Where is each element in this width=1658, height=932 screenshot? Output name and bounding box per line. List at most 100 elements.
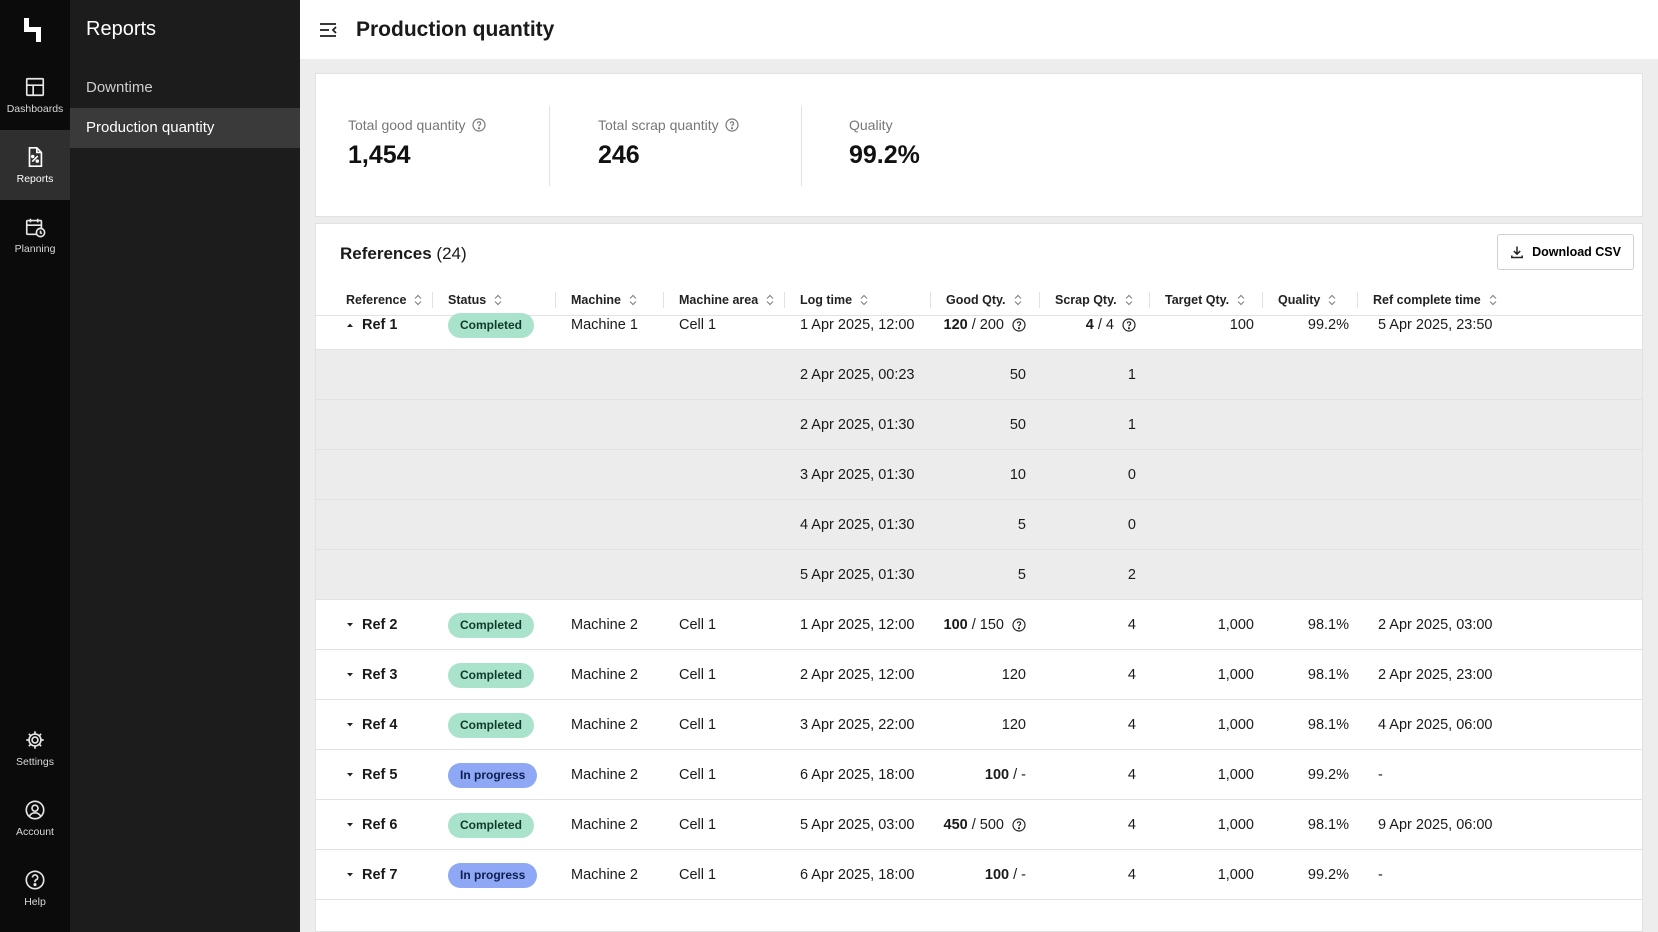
log-time-value: 6 Apr 2025, 18:00 bbox=[800, 867, 915, 883]
scrap-qty-value: 4 bbox=[1127, 617, 1136, 633]
reference-cell[interactable]: Ref 7 bbox=[346, 850, 397, 900]
sort-icon bbox=[1125, 294, 1133, 306]
scrap-qty-cell: 4 bbox=[1026, 850, 1136, 900]
column-header[interactable]: Machine area bbox=[679, 284, 774, 316]
reference-name[interactable]: Ref 5 bbox=[362, 767, 398, 783]
machine-value: Machine 2 bbox=[571, 767, 638, 783]
reference-cell[interactable]: Ref 4 bbox=[346, 700, 397, 750]
sort-icon bbox=[1489, 294, 1497, 306]
column-header[interactable]: Log time bbox=[800, 284, 868, 316]
sort-icon bbox=[860, 294, 868, 306]
chevron-down-icon[interactable] bbox=[346, 822, 354, 828]
good-qty-value: 5 bbox=[1017, 567, 1026, 583]
page-title: Production quantity bbox=[356, 17, 555, 41]
help-icon[interactable] bbox=[1012, 618, 1026, 632]
scrap-qty-value: 4 bbox=[1127, 717, 1136, 733]
machine-cell: Machine 2 bbox=[571, 650, 638, 700]
machine-area-value: Cell 1 bbox=[679, 867, 717, 883]
log-time-cell: 2 Apr 2025, 00:23 bbox=[800, 350, 915, 400]
rail-item-planning[interactable]: Planning bbox=[0, 200, 70, 270]
target-qty-cell: 100 bbox=[1136, 300, 1254, 350]
log-time-cell: 6 Apr 2025, 18:00 bbox=[800, 750, 915, 800]
subnav-item-production-quantity[interactable]: Production quantity bbox=[70, 108, 300, 148]
scrap-qty-cell: 2 bbox=[1026, 550, 1136, 600]
log-time-value: 3 Apr 2025, 01:30 bbox=[800, 467, 915, 483]
log-time-value: 2 Apr 2025, 12:00 bbox=[800, 667, 915, 683]
good-qty-cell: 5 bbox=[916, 500, 1026, 550]
column-header[interactable]: Ref complete time bbox=[1373, 284, 1497, 316]
help-icon[interactable] bbox=[471, 118, 486, 132]
table-row[interactable]: Ref 2 Completed Machine 2 Cell 1 1 Apr 2025,… bbox=[316, 600, 1642, 650]
scrap-qty-value: 0 bbox=[1127, 467, 1136, 483]
reference-cell[interactable]: Ref 5 bbox=[346, 750, 397, 800]
machine-area-value: Cell 1 bbox=[679, 317, 717, 333]
chevron-down-icon[interactable] bbox=[346, 672, 354, 678]
status-badge: Completed bbox=[448, 312, 535, 338]
reference-name[interactable]: Ref 3 bbox=[362, 667, 398, 683]
chevron-up-icon[interactable] bbox=[346, 322, 354, 328]
collapse-menu-icon[interactable] bbox=[318, 20, 338, 40]
table-row[interactable]: Ref 1 Completed Machine 1 Cell 1 1 Apr 2025,… bbox=[316, 300, 1642, 350]
quality-cell: 99.2% bbox=[1254, 750, 1349, 800]
column-header[interactable]: Status bbox=[448, 284, 502, 316]
sort-icon bbox=[629, 294, 637, 306]
quality-cell: 98.1% bbox=[1254, 650, 1349, 700]
column-header[interactable]: Target Qty. bbox=[1165, 284, 1245, 316]
help-icon[interactable] bbox=[1012, 818, 1026, 832]
column-header[interactable]: Quality bbox=[1278, 284, 1336, 316]
help-icon[interactable] bbox=[1122, 318, 1136, 332]
table-row[interactable]: Ref 5 In progress Machine 2 Cell 1 6 Apr 202… bbox=[316, 750, 1642, 800]
chevron-down-icon[interactable] bbox=[346, 872, 354, 878]
download-csv-button[interactable]: Download CSV bbox=[1497, 234, 1634, 270]
chevron-down-icon[interactable] bbox=[346, 722, 354, 728]
scrap-qty-cell: 0 bbox=[1026, 500, 1136, 550]
reference-name[interactable]: Ref 7 bbox=[362, 867, 398, 883]
ref-complete-time-value: 2 Apr 2025, 23:00 bbox=[1378, 667, 1493, 683]
reference-cell[interactable]: Ref 2 bbox=[346, 600, 397, 650]
log-time-cell: 4 Apr 2025, 01:30 bbox=[800, 500, 915, 550]
rail-item-settings[interactable]: Settings bbox=[0, 713, 70, 783]
stat-divider bbox=[549, 106, 550, 186]
column-header[interactable]: Good Qty. bbox=[946, 284, 1022, 316]
rail-item-reports[interactable]: Reports bbox=[0, 130, 70, 200]
reference-cell[interactable]: Ref 1 bbox=[346, 300, 397, 350]
brand-logo[interactable] bbox=[22, 16, 48, 44]
good-qty-cell: 120 bbox=[916, 650, 1026, 700]
machine-area-cell: Cell 1 bbox=[679, 850, 716, 900]
machine-area-cell: Cell 1 bbox=[679, 600, 716, 650]
rail-label: Account bbox=[16, 825, 54, 838]
reference-cell[interactable]: Ref 3 bbox=[346, 650, 397, 700]
report-icon bbox=[28, 146, 43, 167]
table-row[interactable]: Ref 7 In progress Machine 2 Cell 1 6 Apr 202… bbox=[316, 850, 1642, 900]
table-row[interactable]: Ref 6 Completed Machine 2 Cell 1 5 Apr 2025,… bbox=[316, 800, 1642, 850]
quality-cell: 98.1% bbox=[1254, 700, 1349, 750]
chevron-down-icon[interactable] bbox=[346, 772, 354, 778]
column-header[interactable]: Scrap Qty. bbox=[1055, 284, 1133, 316]
log-time-value: 3 Apr 2025, 22:00 bbox=[800, 717, 915, 733]
log-time-cell: 1 Apr 2025, 12:00 bbox=[800, 600, 915, 650]
good-qty-value: 100 bbox=[943, 617, 968, 633]
help-icon[interactable] bbox=[1012, 318, 1026, 332]
good-qty-cell: 100 / - bbox=[916, 850, 1026, 900]
reference-cell[interactable]: Ref 6 bbox=[346, 800, 397, 850]
column-header[interactable]: Reference bbox=[346, 284, 422, 316]
rail-item-dashboards[interactable]: Dashboards bbox=[0, 60, 70, 130]
log-time-cell: 2 Apr 2025, 12:00 bbox=[800, 650, 915, 700]
target-qty-value: 1,000 bbox=[1217, 867, 1254, 883]
column-header[interactable]: Machine bbox=[571, 284, 637, 316]
rail-item-help[interactable]: Help bbox=[0, 853, 70, 923]
status-cell: Completed bbox=[448, 700, 535, 750]
table-row[interactable]: Ref 3 Completed Machine 2 Cell 1 2 Apr 2025,… bbox=[316, 650, 1642, 700]
ref-complete-time-cell: 2 Apr 2025, 03:00 bbox=[1378, 600, 1493, 650]
help-circle-icon bbox=[25, 869, 45, 890]
subnav-item-downtime[interactable]: Downtime bbox=[86, 79, 153, 96]
help-icon[interactable] bbox=[725, 118, 739, 132]
quality-cell: 99.2% bbox=[1254, 850, 1349, 900]
reference-name[interactable]: Ref 6 bbox=[362, 817, 398, 833]
reference-name[interactable]: Ref 4 bbox=[362, 717, 398, 733]
rail-item-account[interactable]: Account bbox=[0, 783, 70, 853]
table-row[interactable]: Ref 4 Completed Machine 2 Cell 1 3 Apr 2025,… bbox=[316, 700, 1642, 750]
reference-name[interactable]: Ref 1 bbox=[362, 317, 398, 333]
reference-name[interactable]: Ref 2 bbox=[362, 617, 398, 633]
chevron-down-icon[interactable] bbox=[346, 622, 354, 628]
